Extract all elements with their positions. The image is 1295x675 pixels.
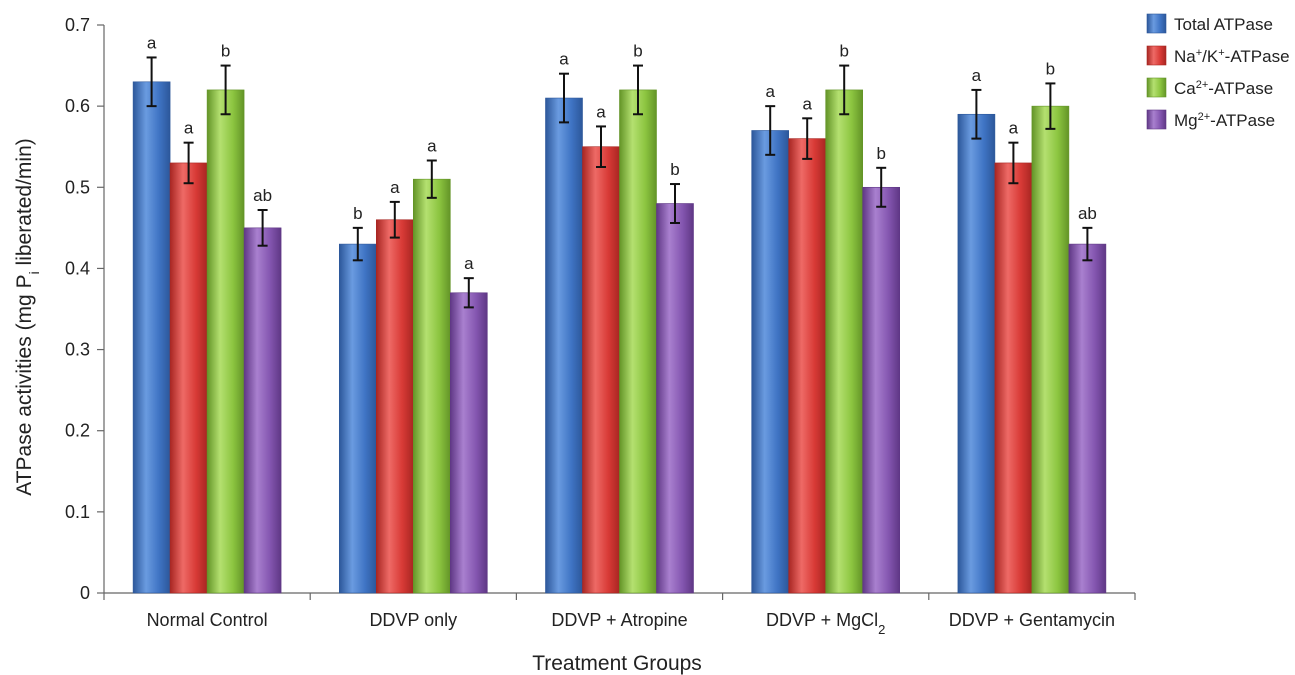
bar bbox=[1068, 243, 1107, 594]
significance-letter: a bbox=[559, 50, 569, 69]
y-axis-title-rest: liberated/min) bbox=[13, 138, 36, 271]
y-tick-label: 0.2 bbox=[65, 421, 90, 441]
bar bbox=[206, 89, 245, 594]
significance-letter: a bbox=[464, 254, 474, 273]
y-tick-label: 0.4 bbox=[65, 258, 90, 278]
bar bbox=[449, 292, 488, 594]
bar bbox=[243, 227, 282, 594]
error-bars bbox=[146, 56, 1093, 309]
significance-letter: a bbox=[596, 102, 606, 121]
x-tick-label: DDVP + Atropine bbox=[551, 610, 687, 630]
bar bbox=[788, 138, 827, 594]
significance-letter: a bbox=[1009, 119, 1019, 138]
legend-swatch bbox=[1146, 77, 1167, 98]
bar bbox=[619, 89, 657, 594]
x-tick-label: DDVP only bbox=[369, 610, 457, 630]
x-axis-title: Treatment Groups bbox=[532, 652, 702, 675]
y-tick-label: 0 bbox=[80, 583, 90, 603]
significance-letter: a bbox=[390, 178, 400, 197]
bar bbox=[751, 130, 790, 594]
x-tick-label: Normal Control bbox=[147, 610, 268, 630]
significance-letter: b bbox=[353, 204, 362, 223]
y-tick-labels: 0 0.1 0.2 0.3 0.4 0.5 0.6 0.7 bbox=[65, 15, 90, 603]
x-tick-label: DDVP + Gentamycin bbox=[949, 610, 1115, 630]
y-axis-title-subscript: i bbox=[26, 271, 42, 274]
significance-letter: a bbox=[802, 94, 812, 113]
bar bbox=[169, 162, 208, 594]
bar bbox=[862, 186, 901, 594]
y-axis-title-main: ATPase activities (mg P bbox=[13, 274, 36, 495]
legend-label: Ca2+-ATPase bbox=[1174, 79, 1273, 98]
y-tick-label: 0.3 bbox=[65, 340, 90, 360]
bars bbox=[132, 81, 1107, 594]
bar bbox=[656, 203, 694, 594]
significance-letter: ab bbox=[1078, 204, 1097, 223]
bar bbox=[545, 97, 583, 594]
significance-letter: a bbox=[972, 66, 982, 85]
y-axis-title: ATPase activities (mg Pi liberated/min) bbox=[13, 138, 42, 496]
bar bbox=[375, 219, 414, 594]
legend-swatch bbox=[1146, 45, 1167, 66]
y-tick-label: 0.5 bbox=[65, 177, 90, 197]
x-tick-label: DDVP + MgCl2 bbox=[766, 610, 885, 637]
significance-letter: a bbox=[147, 33, 157, 52]
bar bbox=[994, 162, 1033, 594]
legend-swatch bbox=[1146, 13, 1167, 34]
y-tick-label: 0.7 bbox=[65, 15, 90, 35]
significance-letter: ab bbox=[253, 186, 272, 205]
bar bbox=[132, 81, 171, 594]
legend-label: Total ATPase bbox=[1174, 15, 1273, 34]
y-tick-label: 0.6 bbox=[65, 96, 90, 116]
significance-letter: b bbox=[670, 160, 679, 179]
y-tick-label: 0.1 bbox=[65, 502, 90, 522]
significance-letter: b bbox=[1046, 59, 1055, 78]
x-tick-labels: Normal Control DDVP only DDVP + Atropine DD… bbox=[147, 610, 1115, 637]
significance-letter: b bbox=[839, 42, 848, 61]
significance-letter: b bbox=[221, 42, 230, 61]
bar bbox=[825, 89, 864, 594]
bar bbox=[582, 146, 620, 594]
legend-swatch bbox=[1146, 109, 1167, 130]
bar bbox=[957, 113, 996, 594]
legend-label: Na+/K+-ATPase bbox=[1174, 47, 1290, 66]
significance-letter: b bbox=[633, 42, 642, 61]
significance-letter: a bbox=[765, 82, 775, 101]
significance-letter: a bbox=[184, 119, 194, 138]
legend: Total ATPase Na+/K+-ATPase Ca2+-ATPase Mg2+… bbox=[1146, 13, 1290, 130]
significance-letter: a bbox=[427, 137, 437, 156]
bar bbox=[338, 243, 377, 594]
significance-letter: b bbox=[876, 144, 885, 163]
bar bbox=[412, 178, 451, 594]
legend-label: Mg2+-ATPase bbox=[1174, 111, 1275, 130]
bar bbox=[1031, 105, 1070, 594]
